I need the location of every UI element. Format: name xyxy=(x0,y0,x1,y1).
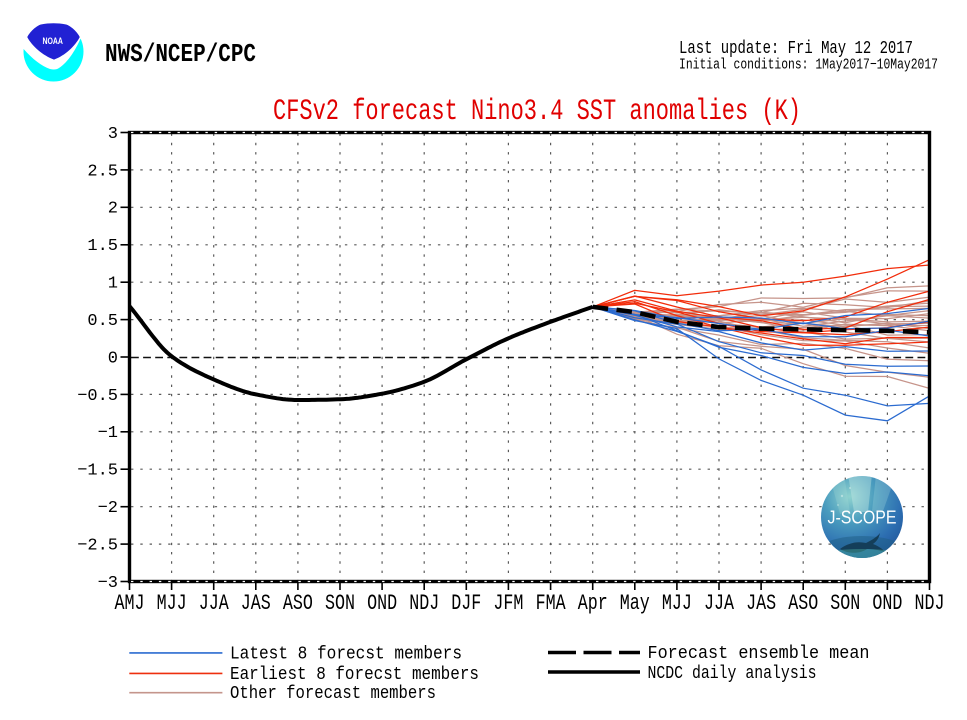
svg-text:SON: SON xyxy=(830,591,860,616)
svg-text:−0.5: −0.5 xyxy=(77,387,118,406)
svg-text:JAS: JAS xyxy=(241,591,271,616)
svg-text:Earliest 8 forecst members: Earliest 8 forecst members xyxy=(230,665,479,685)
svg-text:DJF: DJF xyxy=(451,591,481,616)
svg-text:−1.5: −1.5 xyxy=(77,462,118,481)
svg-text:−1: −1 xyxy=(98,424,118,443)
svg-text:Apr: Apr xyxy=(578,591,608,616)
svg-text:Last update: Fri May 12 2017: Last update: Fri May 12 2017 xyxy=(679,39,913,59)
svg-text:3: 3 xyxy=(108,125,118,144)
svg-text:OND: OND xyxy=(872,591,902,616)
svg-text:−2.5: −2.5 xyxy=(77,537,118,556)
svg-text:2: 2 xyxy=(108,200,118,219)
svg-text:NWS/NCEP/CPC: NWS/NCEP/CPC xyxy=(105,39,256,69)
svg-text:MJJ: MJJ xyxy=(662,591,692,616)
svg-text:NCDC daily analysis: NCDC daily analysis xyxy=(648,664,817,684)
svg-text:Initial conditions: 1May2017−1: Initial conditions: 1May2017−10May2017 xyxy=(679,57,938,74)
svg-text:AMJ: AMJ xyxy=(115,591,145,616)
svg-text:NDJ: NDJ xyxy=(915,591,945,616)
svg-text:JAS: JAS xyxy=(746,591,776,616)
svg-text:SON: SON xyxy=(325,591,355,616)
svg-text:Latest 8 forecst members: Latest 8 forecst members xyxy=(230,645,462,665)
svg-text:Forecast ensemble mean: Forecast ensemble mean xyxy=(648,644,870,664)
svg-text:FMA: FMA xyxy=(536,591,567,616)
svg-text:NDJ: NDJ xyxy=(409,591,439,616)
svg-text:May: May xyxy=(620,591,650,616)
svg-text:0: 0 xyxy=(108,349,118,368)
svg-text:JJA: JJA xyxy=(199,591,230,616)
svg-text:−3: −3 xyxy=(98,574,118,593)
svg-text:CFSv2 forecast Nino3.4 SST ano: CFSv2 forecast Nino3.4 SST anomalies (K) xyxy=(273,95,801,129)
svg-text:JJA: JJA xyxy=(704,591,735,616)
svg-text:JFM: JFM xyxy=(493,591,523,616)
svg-text:1.5: 1.5 xyxy=(87,237,118,256)
svg-text:NOAA: NOAA xyxy=(42,36,63,47)
svg-text:OND: OND xyxy=(367,591,397,616)
svg-text:ASO: ASO xyxy=(788,591,818,616)
svg-text:MJJ: MJJ xyxy=(157,591,187,616)
svg-text:J-SCOPE: J-SCOPE xyxy=(828,508,897,528)
svg-text:2.5: 2.5 xyxy=(87,162,118,181)
svg-text:0.5: 0.5 xyxy=(87,312,118,331)
svg-text:1: 1 xyxy=(108,275,118,294)
svg-text:ASO: ASO xyxy=(283,591,313,616)
svg-text:Other forecast members: Other forecast members xyxy=(230,684,436,704)
svg-text:−2: −2 xyxy=(98,499,118,518)
